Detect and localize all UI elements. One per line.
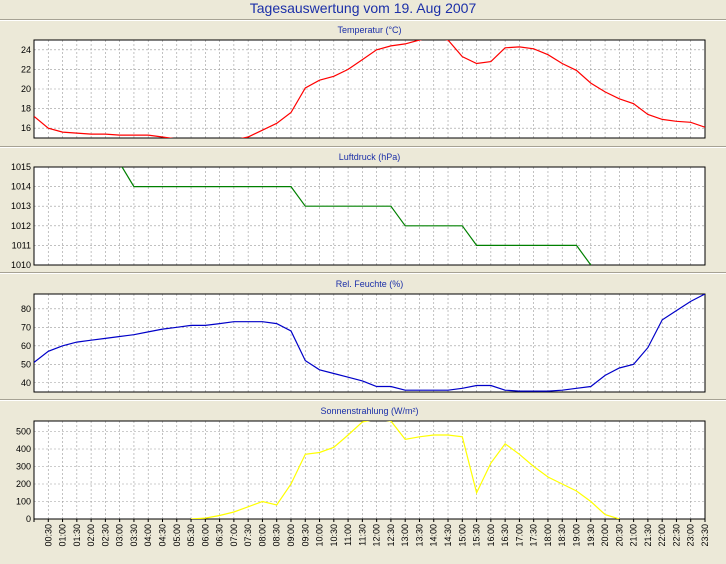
xtick-label: 08:00: [257, 524, 267, 547]
xtick-label: 16:00: [486, 524, 496, 547]
radiation-panel: Sonnenstrahlung (W/m²) 0 100 200 300 400 500: [16, 406, 706, 524]
xtick-label: 17:30: [529, 524, 539, 547]
xtick-label: 04:00: [143, 524, 153, 547]
temperature-series-line: [34, 40, 705, 138]
xtick-label: 10:30: [329, 524, 339, 547]
pressure-ytick-label: 1014: [11, 182, 31, 192]
xtick-label: 22:00: [657, 524, 667, 547]
xtick-label: 17:00: [514, 524, 524, 547]
xtick-label: 11:30: [357, 524, 367, 546]
xtick-label: 19:00: [572, 524, 582, 547]
pressure-ytick-label: 1015: [11, 162, 31, 172]
xtick-label: 14:30: [443, 524, 453, 547]
xtick-label: 16:30: [500, 524, 510, 547]
xtick-label: 14:00: [429, 524, 439, 547]
temperature-plot-border: [33, 39, 706, 139]
radiation-plot-area: [34, 421, 705, 519]
xtick-label: 15:00: [457, 524, 467, 547]
humidity-series-line: [34, 294, 705, 392]
panel-divider: [0, 272, 726, 274]
xtick-label: 20:00: [600, 524, 610, 547]
xtick-label: 05:00: [172, 524, 182, 547]
radiation-ytick-label: 0: [26, 514, 31, 524]
xtick-label: 08:30: [272, 524, 282, 547]
xtick-label: 10:00: [315, 524, 325, 547]
radiation-chart-title: Sonnenstrahlung (W/m²): [320, 406, 418, 416]
xtick-label: 02:00: [86, 524, 96, 547]
radiation-ytick-label: 300: [16, 462, 31, 472]
humidity-plot-border: [33, 293, 706, 393]
xtick-label: 06:30: [215, 524, 225, 547]
xtick-label: 01:30: [72, 524, 82, 547]
pressure-series-line: [121, 167, 592, 265]
xtick-label: 03:00: [115, 524, 125, 547]
xtick-label: 15:30: [472, 524, 482, 547]
xtick-label: 00:30: [43, 524, 53, 547]
xtick-label: 05:30: [186, 524, 196, 547]
xtick-label: 07:30: [243, 524, 253, 547]
humidity-plot-area: [34, 294, 705, 392]
radiation-ytick-label: 400: [16, 444, 31, 454]
humidity-ytick-label: 50: [21, 359, 31, 369]
xtick-label: 02:30: [100, 524, 110, 547]
temperature-plot-area: [34, 40, 705, 138]
xtick-label: 12:30: [386, 524, 396, 547]
temperature-ytick-label: 20: [21, 84, 31, 94]
xtick-label: 06:00: [200, 524, 210, 547]
humidity-ytick-label: 60: [21, 341, 31, 351]
radiation-ytick-label: 100: [16, 497, 31, 507]
panel-divider: [0, 146, 726, 148]
xtick-label: 13:30: [414, 524, 424, 547]
panel-divider: [0, 19, 726, 21]
pressure-plot-border: [33, 166, 706, 266]
pressure-chart-title: Luftdruck (hPa): [339, 152, 401, 162]
pressure-plot-area: [34, 167, 705, 265]
radiation-ytick-label: 500: [16, 427, 31, 437]
xtick-label: 18:30: [557, 524, 567, 547]
temperature-ytick-label: 24: [21, 45, 31, 55]
xtick-label: 23:30: [700, 524, 710, 547]
xtick-label: 21:00: [629, 524, 639, 547]
humidity-ytick-label: 80: [21, 304, 31, 314]
xtick-label: 22:30: [671, 524, 681, 547]
temperature-panel: Temperatur (°C) 16 18 20 22 24: [21, 25, 706, 139]
xtick-label: 09:30: [300, 524, 310, 547]
humidity-chart-title: Rel. Feuchte (%): [336, 279, 404, 289]
pressure-ytick-label: 1012: [11, 221, 31, 231]
xtick-label: 09:00: [286, 524, 296, 547]
humidity-panel: Rel. Feuchte (%) 40 50 60 70 80: [21, 279, 706, 393]
xtick-label: 03:30: [129, 524, 139, 547]
pressure-panel: Luftdruck (hPa) 1010 1011 1012 1013 1014 1015: [11, 152, 706, 270]
xtick-label: 07:00: [229, 524, 239, 547]
pressure-ytick-label: 1010: [11, 260, 31, 270]
xtick-label: 04:30: [157, 524, 167, 547]
temperature-ytick-label: 16: [21, 123, 31, 133]
xtick-label: 23:00: [686, 524, 696, 547]
xtick-label: 13:00: [400, 524, 410, 547]
humidity-ytick-label: 40: [21, 378, 31, 388]
humidity-ytick-label: 70: [21, 322, 31, 332]
xtick-label: 19:30: [586, 524, 596, 547]
pressure-ytick-label: 1013: [11, 201, 31, 211]
xtick-label: 21:30: [643, 524, 653, 547]
xtick-label: 01:00: [58, 524, 68, 547]
xtick-label: 20:30: [614, 524, 624, 547]
radiation-ytick-label: 200: [16, 479, 31, 489]
xtick-label: 11:00: [343, 524, 353, 546]
temperature-chart-title: Temperatur (°C): [337, 25, 401, 35]
pressure-ytick-label: 1011: [12, 240, 31, 250]
panel-divider: [0, 399, 726, 401]
page-title: Tagesauswertung vom 19. Aug 2007: [249, 0, 477, 16]
temperature-ytick-label: 22: [21, 64, 31, 74]
xtick-label: 12:00: [372, 524, 382, 547]
temperature-ytick-label: 18: [21, 104, 31, 114]
radiation-series-line: [190, 421, 620, 519]
xtick-label: 18:00: [543, 524, 553, 547]
